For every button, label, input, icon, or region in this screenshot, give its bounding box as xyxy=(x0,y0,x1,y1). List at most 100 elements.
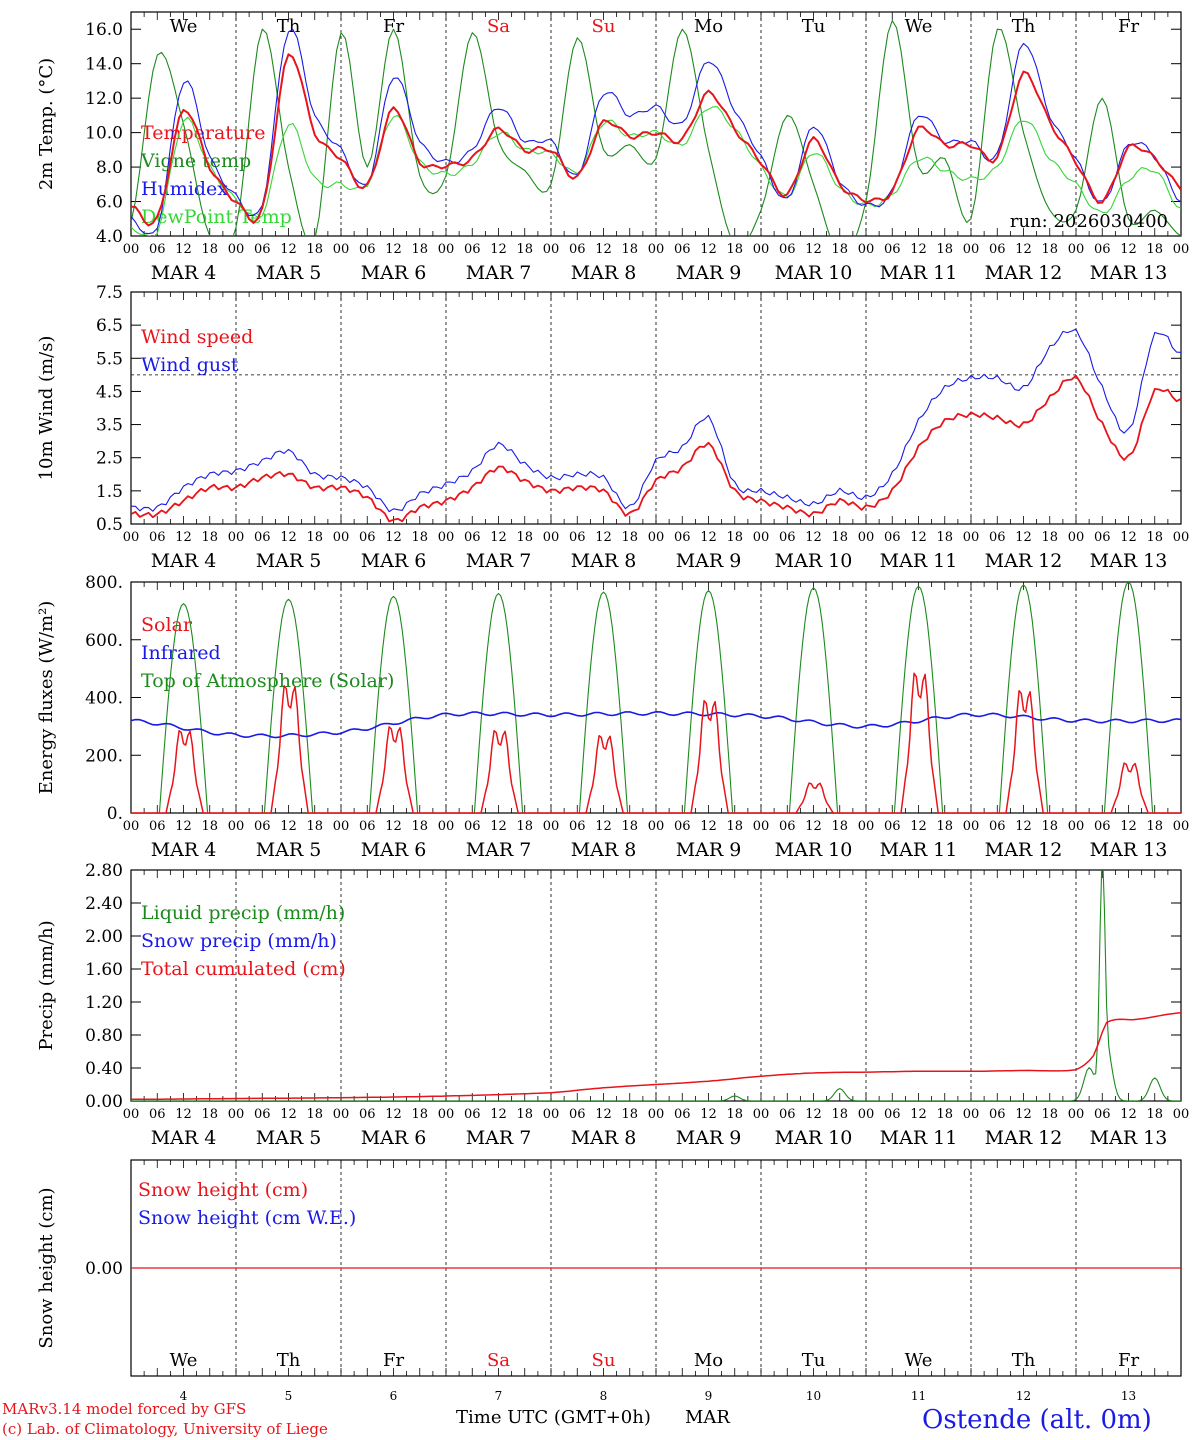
day-number: 9 xyxy=(705,1389,713,1403)
hour-label: 06 xyxy=(464,530,481,545)
hour-label: 12 xyxy=(175,819,192,834)
hour-label: 18 xyxy=(621,819,638,834)
hour-label: 18 xyxy=(411,819,428,834)
hour-label: 12 xyxy=(595,1107,612,1122)
y-tick-label: 4.0 xyxy=(96,227,123,247)
hour-label: 00 xyxy=(963,530,980,545)
panel-temp: 4.0 6.0 8.0 10.0 12.0 14.0 16.0 2m Temp. (°C) 00… xyxy=(36,11,1190,284)
hour-label: 06 xyxy=(149,1107,166,1122)
date-label: MAR 7 xyxy=(466,1127,532,1149)
day-number: 6 xyxy=(390,1389,398,1403)
hour-label: 06 xyxy=(149,242,166,257)
legend-total-cumulated-cm-: Total cumulated (cm) xyxy=(141,958,346,980)
date-label: MAR 9 xyxy=(676,839,742,861)
hour-label: 06 xyxy=(884,242,901,257)
date-label: MAR 13 xyxy=(1090,262,1168,284)
hour-label: 00 xyxy=(1173,242,1190,257)
hour-label: 18 xyxy=(621,1107,638,1122)
hour-label: 12 xyxy=(805,1107,822,1122)
hour-label: 06 xyxy=(464,242,481,257)
date-label: MAR 8 xyxy=(571,262,637,284)
hour-label: 18 xyxy=(201,530,218,545)
top-day-8: Th xyxy=(1012,16,1036,37)
date-label: MAR 5 xyxy=(256,1127,322,1149)
legend-snow-precip-mm-h-: Snow precip (mm/h) xyxy=(141,930,337,952)
series-solar xyxy=(131,672,1181,813)
hour-label: 06 xyxy=(149,819,166,834)
hour-label: 18 xyxy=(306,242,323,257)
hour-label: 00 xyxy=(1068,1107,1085,1122)
date-label: MAR 5 xyxy=(256,839,322,861)
panel-snow: 0.00 Snow height (cm) We Th Fr Sa Su Mo Tu We Th Fr… xyxy=(36,1159,1182,1403)
hour-label: 00 xyxy=(858,819,875,834)
hour-label: 18 xyxy=(726,242,743,257)
y-tick-label: 6.5 xyxy=(96,316,123,336)
hour-label: 00 xyxy=(228,242,245,257)
hour-label: 00 xyxy=(123,530,140,545)
hour-label: 12 xyxy=(385,530,402,545)
hour-label: 06 xyxy=(1094,1107,1111,1122)
hour-label: 12 xyxy=(700,1107,717,1122)
hour-label: 18 xyxy=(516,242,533,257)
hour-label: 12 xyxy=(595,242,612,257)
date-label: MAR 5 xyxy=(256,550,322,572)
hour-label: 00 xyxy=(438,242,455,257)
day-number: 5 xyxy=(285,1389,293,1403)
hour-label: 12 xyxy=(280,1107,297,1122)
date-label: MAR 7 xyxy=(466,839,532,861)
y-tick-label: 12.0 xyxy=(85,89,123,109)
date-label: MAR 11 xyxy=(880,839,958,861)
hour-label: 18 xyxy=(936,1107,953,1122)
hour-label: 06 xyxy=(359,819,376,834)
hour-label: 06 xyxy=(149,530,166,545)
hour-label: 00 xyxy=(753,530,770,545)
run-label: run: 2026030400 xyxy=(1010,211,1168,232)
hour-label: 06 xyxy=(254,242,271,257)
plot-area xyxy=(131,582,1181,813)
y-tick-label: 200. xyxy=(85,746,123,766)
y-axis-label: Precip (mm/h) xyxy=(36,920,57,1050)
hour-label: 18 xyxy=(1041,1107,1058,1122)
legend-vigne-temp: Vigne temp xyxy=(140,150,251,172)
date-label: MAR 13 xyxy=(1090,550,1168,572)
series-top-of-atmosphere-solar xyxy=(131,582,1181,813)
hour-label: 06 xyxy=(464,1107,481,1122)
hour-label: 12 xyxy=(385,242,402,257)
hour-label: 18 xyxy=(726,530,743,545)
date-label: MAR 13 xyxy=(1090,1127,1168,1149)
hour-label: 12 xyxy=(1015,242,1032,257)
date-label: MAR 12 xyxy=(985,262,1063,284)
credit-line-1: MARv3.14 model forced by GFS xyxy=(2,1400,246,1418)
hour-label: 00 xyxy=(333,1107,350,1122)
hour-label: 06 xyxy=(989,530,1006,545)
hour-label: 18 xyxy=(516,530,533,545)
hour-label: 00 xyxy=(543,530,560,545)
y-tick-label: 4.5 xyxy=(96,382,123,402)
top-day-1: Th xyxy=(277,16,301,37)
hour-label: 12 xyxy=(1015,819,1032,834)
hour-label: 18 xyxy=(306,1107,323,1122)
series-humidex xyxy=(131,28,1181,235)
hour-label: 00 xyxy=(438,819,455,834)
date-label: MAR 10 xyxy=(775,262,853,284)
y-tick-label: 5.5 xyxy=(96,349,123,369)
y-tick-label: 600. xyxy=(85,631,123,651)
date-label: MAR 13 xyxy=(1090,839,1168,861)
legend-wind-speed: Wind speed xyxy=(141,326,253,348)
hour-label: 06 xyxy=(989,819,1006,834)
legend-snow-height-cm-: Snow height (cm) xyxy=(138,1179,308,1201)
hour-label: 06 xyxy=(674,530,691,545)
date-label: MAR 8 xyxy=(571,839,637,861)
hour-label: 06 xyxy=(989,1107,1006,1122)
legend-liquid-precip-mm-h-: Liquid precip (mm/h) xyxy=(141,902,345,924)
y-tick-label: 2.00 xyxy=(85,927,123,947)
hour-label: 12 xyxy=(385,819,402,834)
hour-label: 18 xyxy=(306,530,323,545)
day-number: 11 xyxy=(911,1389,926,1403)
hour-label: 00 xyxy=(1068,530,1085,545)
hour-label: 00 xyxy=(858,530,875,545)
y-tick-label: 10.0 xyxy=(85,124,123,144)
y-axis-label: Energy fluxes (W/m²) xyxy=(36,601,57,795)
credit-line-2: (c) Lab. of Climatology, University of L… xyxy=(2,1420,328,1438)
y-tick-label: 0. xyxy=(107,804,123,824)
